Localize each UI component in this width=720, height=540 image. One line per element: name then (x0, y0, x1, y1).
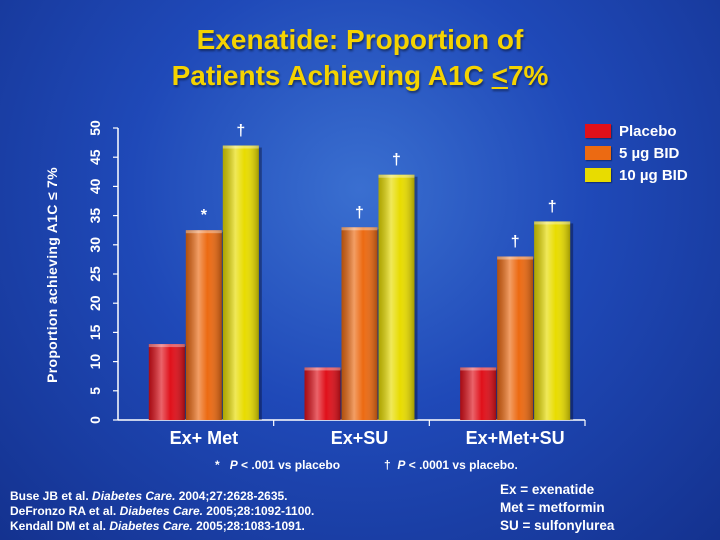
y-tick-label: 25 (87, 266, 103, 282)
y-tick-label: 45 (87, 149, 103, 165)
bar-highlight (304, 367, 341, 420)
bar-top-edge (304, 367, 341, 371)
bar-top-edge (185, 230, 222, 234)
bar-highlight (460, 367, 497, 420)
abbreviations: Ex = exenatide Met = metformin SU = sulf… (500, 481, 614, 535)
title-line-2: Patients Achieving A1C <7% (0, 58, 720, 94)
significance-marker: † (548, 198, 557, 215)
legend-item-5ug: 5 µg BID (585, 142, 688, 164)
x-category-label: Ex+Met+SU (466, 428, 565, 448)
bar-highlight (148, 344, 185, 420)
significance-marker: † (236, 123, 245, 140)
title-underlined-symbol: < (491, 60, 508, 91)
y-tick-label: 0 (87, 416, 103, 424)
legend-label-10ug: 10 µg BID (619, 166, 688, 184)
significance-marker: † (392, 152, 401, 169)
significance-marker: † (511, 233, 520, 250)
legend-label-5ug: 5 µg BID (619, 144, 680, 162)
abbreviation-su: SU = sulfonylurea (500, 518, 615, 533)
y-tick-label: 50 (87, 120, 103, 136)
bar-highlight (341, 227, 378, 420)
y-tick-label: 30 (87, 237, 103, 253)
y-tick-label: 10 (87, 354, 103, 370)
legend-item-10ug: 10 µg BID (585, 164, 688, 186)
chart-legend: Placebo 5 µg BID 10 µg BID (585, 120, 688, 186)
bar-top-edge (460, 367, 497, 371)
bar-top-edge (341, 227, 378, 231)
bar-highlight (185, 230, 222, 420)
x-category-label: Ex+SU (331, 428, 389, 448)
title-line-2-suffix: 7% (507, 60, 549, 91)
reference-2: DeFronzo RA et al. Diabetes Care. 2005;2… (10, 504, 315, 518)
bar-highlight (534, 221, 571, 420)
y-axis-label: Proportion achieving A1C ≤ 7% (44, 167, 60, 383)
legend-swatch-10ug (585, 168, 611, 182)
bar-highlight (222, 145, 259, 420)
footnote-dagger-p: P (397, 458, 406, 472)
legend-swatch-5ug (585, 146, 611, 160)
abbreviation-ex: Ex = exenatide (500, 482, 595, 497)
references: Buse JB et al. Diabetes Care. 2004;27:26… (10, 489, 314, 534)
footnote-dagger-text: < .0001 vs placebo. (405, 458, 518, 472)
bar-top-edge (534, 221, 571, 225)
y-tick-label: 5 (87, 387, 103, 395)
y-tick-label: 20 (87, 295, 103, 311)
bar-top-edge (222, 145, 259, 149)
bar-highlight (497, 256, 534, 420)
bar-top-edge (497, 256, 534, 260)
y-tick-label: 15 (87, 324, 103, 340)
footnote-star-text: < .001 vs placebo (237, 458, 341, 472)
significance-marker: * (201, 207, 208, 224)
bar-top-edge (378, 174, 415, 178)
footnote-dagger: † P < .0001 vs placebo. (384, 458, 518, 472)
bar-highlight (378, 174, 415, 420)
footnote-star-p: P (229, 458, 238, 472)
x-category-label: Ex+ Met (170, 428, 239, 448)
footnote-star-symbol: * (215, 458, 220, 472)
reference-3: Kendall DM et al. Diabetes Care. 2005;28… (10, 519, 305, 533)
title-line-2-prefix: Patients Achieving A1C (171, 60, 492, 91)
legend-item-placebo: Placebo (585, 120, 688, 142)
legend-swatch-placebo (585, 124, 611, 138)
footnote-dagger-symbol: † (384, 458, 391, 472)
reference-1: Buse JB et al. Diabetes Care. 2004;27:26… (10, 489, 288, 503)
y-tick-label: 40 (87, 178, 103, 194)
significance-marker: † (355, 204, 364, 221)
legend-label-placebo: Placebo (619, 122, 677, 140)
abbreviation-met: Met = metformin (500, 500, 605, 515)
footnote-star: * P < .001 vs placebo (215, 458, 340, 472)
y-tick-label: 35 (87, 208, 103, 224)
bar-top-edge (148, 344, 185, 348)
title-line-1: Exenatide: Proportion of (196, 24, 524, 55)
slide-title: Exenatide: Proportion of Patients Achiev… (0, 22, 720, 94)
